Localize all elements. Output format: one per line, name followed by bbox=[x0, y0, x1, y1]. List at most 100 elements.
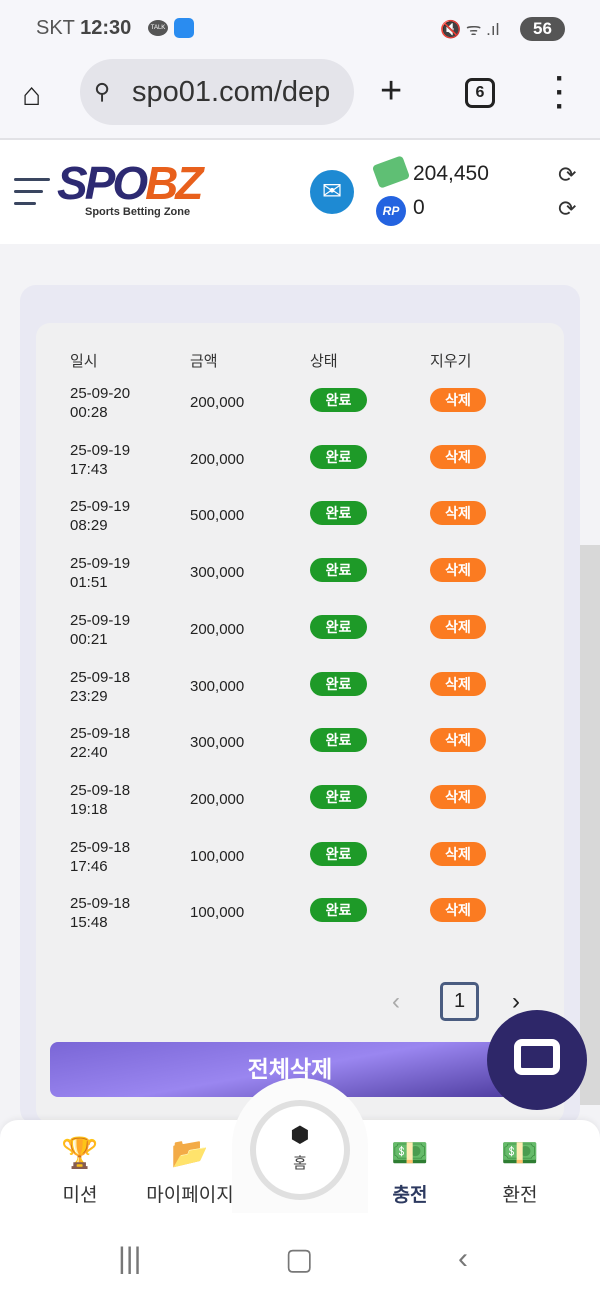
nav-mypage[interactable]: 📂 마이페이지 bbox=[135, 1136, 245, 1207]
row-date: 25-09-18 bbox=[70, 725, 131, 743]
table-row: 25-09-18 19:18 200,000 완료 삭제 bbox=[0, 781, 600, 831]
header-status: 상태 bbox=[310, 353, 338, 370]
next-page-button[interactable]: › bbox=[512, 988, 520, 1015]
row-date: 25-09-18 bbox=[70, 895, 131, 913]
table-row: 25-09-19 00:21 200,000 완료 삭제 bbox=[0, 611, 600, 661]
system-home-icon[interactable]: ▢ bbox=[285, 1243, 314, 1276]
row-datetime: 25-09-19 17:43 bbox=[70, 441, 130, 479]
header-date: 일시 bbox=[70, 353, 98, 370]
chat-button[interactable] bbox=[487, 1010, 587, 1110]
battery-indicator: 56 bbox=[520, 17, 565, 41]
carrier-time: SKT 12:30 bbox=[36, 17, 131, 40]
withdraw-money-icon: 💵 bbox=[501, 1137, 539, 1170]
row-time: 01:51 bbox=[70, 574, 108, 592]
delete-button[interactable]: 삭제 bbox=[430, 501, 486, 526]
nav-mission[interactable]: 🏆 미션 bbox=[25, 1136, 135, 1207]
mail-icon[interactable]: ✉ bbox=[310, 170, 354, 214]
row-time: 22:40 bbox=[70, 744, 108, 762]
status-badge: 완료 bbox=[310, 671, 367, 696]
row-amount: 100,000 bbox=[190, 847, 245, 865]
delete-button[interactable]: 삭제 bbox=[430, 728, 486, 753]
row-time: 19:18 bbox=[70, 800, 108, 818]
recent-apps-icon[interactable]: ||| bbox=[118, 1242, 142, 1275]
row-datetime: 25-09-18 22:40 bbox=[70, 724, 130, 762]
nav-label: 환전 bbox=[502, 1185, 538, 1206]
status-badge: 완료 bbox=[310, 444, 367, 469]
header-delete: 지우기 bbox=[430, 353, 472, 370]
prev-page-button[interactable]: ‹ bbox=[392, 988, 400, 1015]
cash-icon bbox=[371, 155, 411, 189]
system-nav-bar: ||| ▢ ‹ bbox=[0, 1220, 600, 1300]
site-header: SPOBZ Sports Betting Zone ✉ RP 204,450 0… bbox=[0, 140, 600, 244]
logo[interactable]: SPOBZ Sports Betting Zone bbox=[57, 157, 204, 218]
tab-switcher-button[interactable]: 6 bbox=[465, 78, 495, 108]
row-datetime: 25-09-19 00:21 bbox=[70, 611, 130, 649]
table-row: 25-09-19 01:51 300,000 완료 삭제 bbox=[0, 554, 600, 604]
url-text: spo01.com/dep bbox=[132, 76, 331, 108]
row-date: 25-09-19 bbox=[70, 498, 131, 516]
row-time: 08:29 bbox=[70, 517, 108, 535]
row-datetime: 25-09-19 08:29 bbox=[70, 497, 130, 535]
delete-button[interactable]: 삭제 bbox=[430, 841, 486, 866]
address-bar[interactable]: ⚲ spo01.com/dep bbox=[80, 59, 354, 125]
nav-deposit[interactable]: 💵 충전 bbox=[355, 1136, 465, 1207]
nav-label: 충전 bbox=[392, 1185, 428, 1206]
background-image bbox=[580, 545, 600, 1105]
table-row: 25-09-18 23:29 300,000 완료 삭제 bbox=[0, 668, 600, 718]
new-tab-icon[interactable]: + bbox=[380, 70, 403, 112]
deposit-money-icon: 💵 bbox=[391, 1137, 429, 1170]
status-badge: 완료 bbox=[310, 898, 367, 923]
row-date: 25-09-19 bbox=[70, 555, 131, 573]
home-icon[interactable]: ⌂ bbox=[22, 76, 42, 112]
folder-icon: 📂 bbox=[171, 1137, 209, 1170]
row-date: 25-09-18 bbox=[70, 668, 131, 686]
row-amount: 300,000 bbox=[190, 734, 245, 752]
refresh-rp-icon[interactable]: ⟳ bbox=[558, 196, 577, 221]
cash-balance: 204,450 bbox=[413, 162, 489, 185]
row-datetime: 25-09-18 15:48 bbox=[70, 894, 130, 932]
table-row: 25-09-18 15:48 100,000 완료 삭제 bbox=[0, 894, 600, 944]
delete-button[interactable]: 삭제 bbox=[430, 558, 486, 583]
chat-icon bbox=[514, 1039, 560, 1075]
hamburger-menu-icon[interactable] bbox=[14, 178, 50, 214]
nav-withdraw[interactable]: 💵 환전 bbox=[465, 1136, 575, 1207]
site-settings-icon[interactable]: ⚲ bbox=[94, 79, 111, 104]
kakaotalk-icon: TALK bbox=[148, 20, 168, 36]
status-badge: 완료 bbox=[310, 841, 367, 866]
more-menu-icon[interactable]: · · · bbox=[555, 62, 565, 123]
row-datetime: 25-09-19 01:51 bbox=[70, 554, 130, 592]
delete-button[interactable]: 삭제 bbox=[430, 444, 486, 469]
row-amount: 200,000 bbox=[190, 620, 245, 638]
row-amount: 500,000 bbox=[190, 507, 245, 525]
rp-icon: RP bbox=[376, 196, 406, 226]
row-amount: 200,000 bbox=[190, 790, 245, 808]
delete-all-button[interactable]: 전체삭제 bbox=[50, 1042, 530, 1097]
nav-home[interactable]: ⬢ 홈 bbox=[250, 1100, 350, 1200]
delete-button[interactable]: 삭제 bbox=[430, 671, 486, 696]
header-amount: 금액 bbox=[190, 353, 218, 370]
carrier: SKT bbox=[36, 17, 75, 39]
delete-button[interactable]: 삭제 bbox=[430, 614, 486, 639]
row-time: 15:48 bbox=[70, 914, 108, 932]
refresh-cash-icon[interactable]: ⟳ bbox=[558, 162, 577, 187]
rp-balance: 0 bbox=[413, 196, 425, 219]
logo-subtitle: Sports Betting Zone bbox=[85, 206, 191, 218]
row-date: 25-09-20 bbox=[70, 385, 131, 402]
row-amount: 200,000 bbox=[190, 450, 245, 468]
row-datetime: 25-09-18 19:18 bbox=[70, 781, 130, 819]
status-bar: SKT 12:30 TALK 🔇 ᯤ .ıl 56 bbox=[0, 0, 600, 58]
table-row: 25-09-20 00:28 200,000 완료 삭제 bbox=[0, 384, 600, 434]
delete-button[interactable]: 삭제 bbox=[430, 784, 486, 809]
back-icon[interactable]: ‹ bbox=[458, 1242, 468, 1275]
status-badge: 완료 bbox=[310, 501, 367, 526]
row-amount: 100,000 bbox=[190, 904, 245, 922]
row-datetime: 25-09-18 17:46 bbox=[70, 838, 130, 876]
page-1-button[interactable]: 1 bbox=[440, 982, 479, 1021]
row-time: 00:21 bbox=[70, 630, 108, 648]
delete-button[interactable]: 삭제 bbox=[430, 898, 486, 923]
table-row: 25-09-18 17:46 100,000 완료 삭제 bbox=[0, 838, 600, 888]
row-date: 25-09-18 bbox=[70, 781, 131, 799]
logo-text: BZ bbox=[145, 157, 203, 209]
row-date: 25-09-19 bbox=[70, 611, 131, 629]
delete-button[interactable]: 삭제 bbox=[430, 388, 486, 412]
